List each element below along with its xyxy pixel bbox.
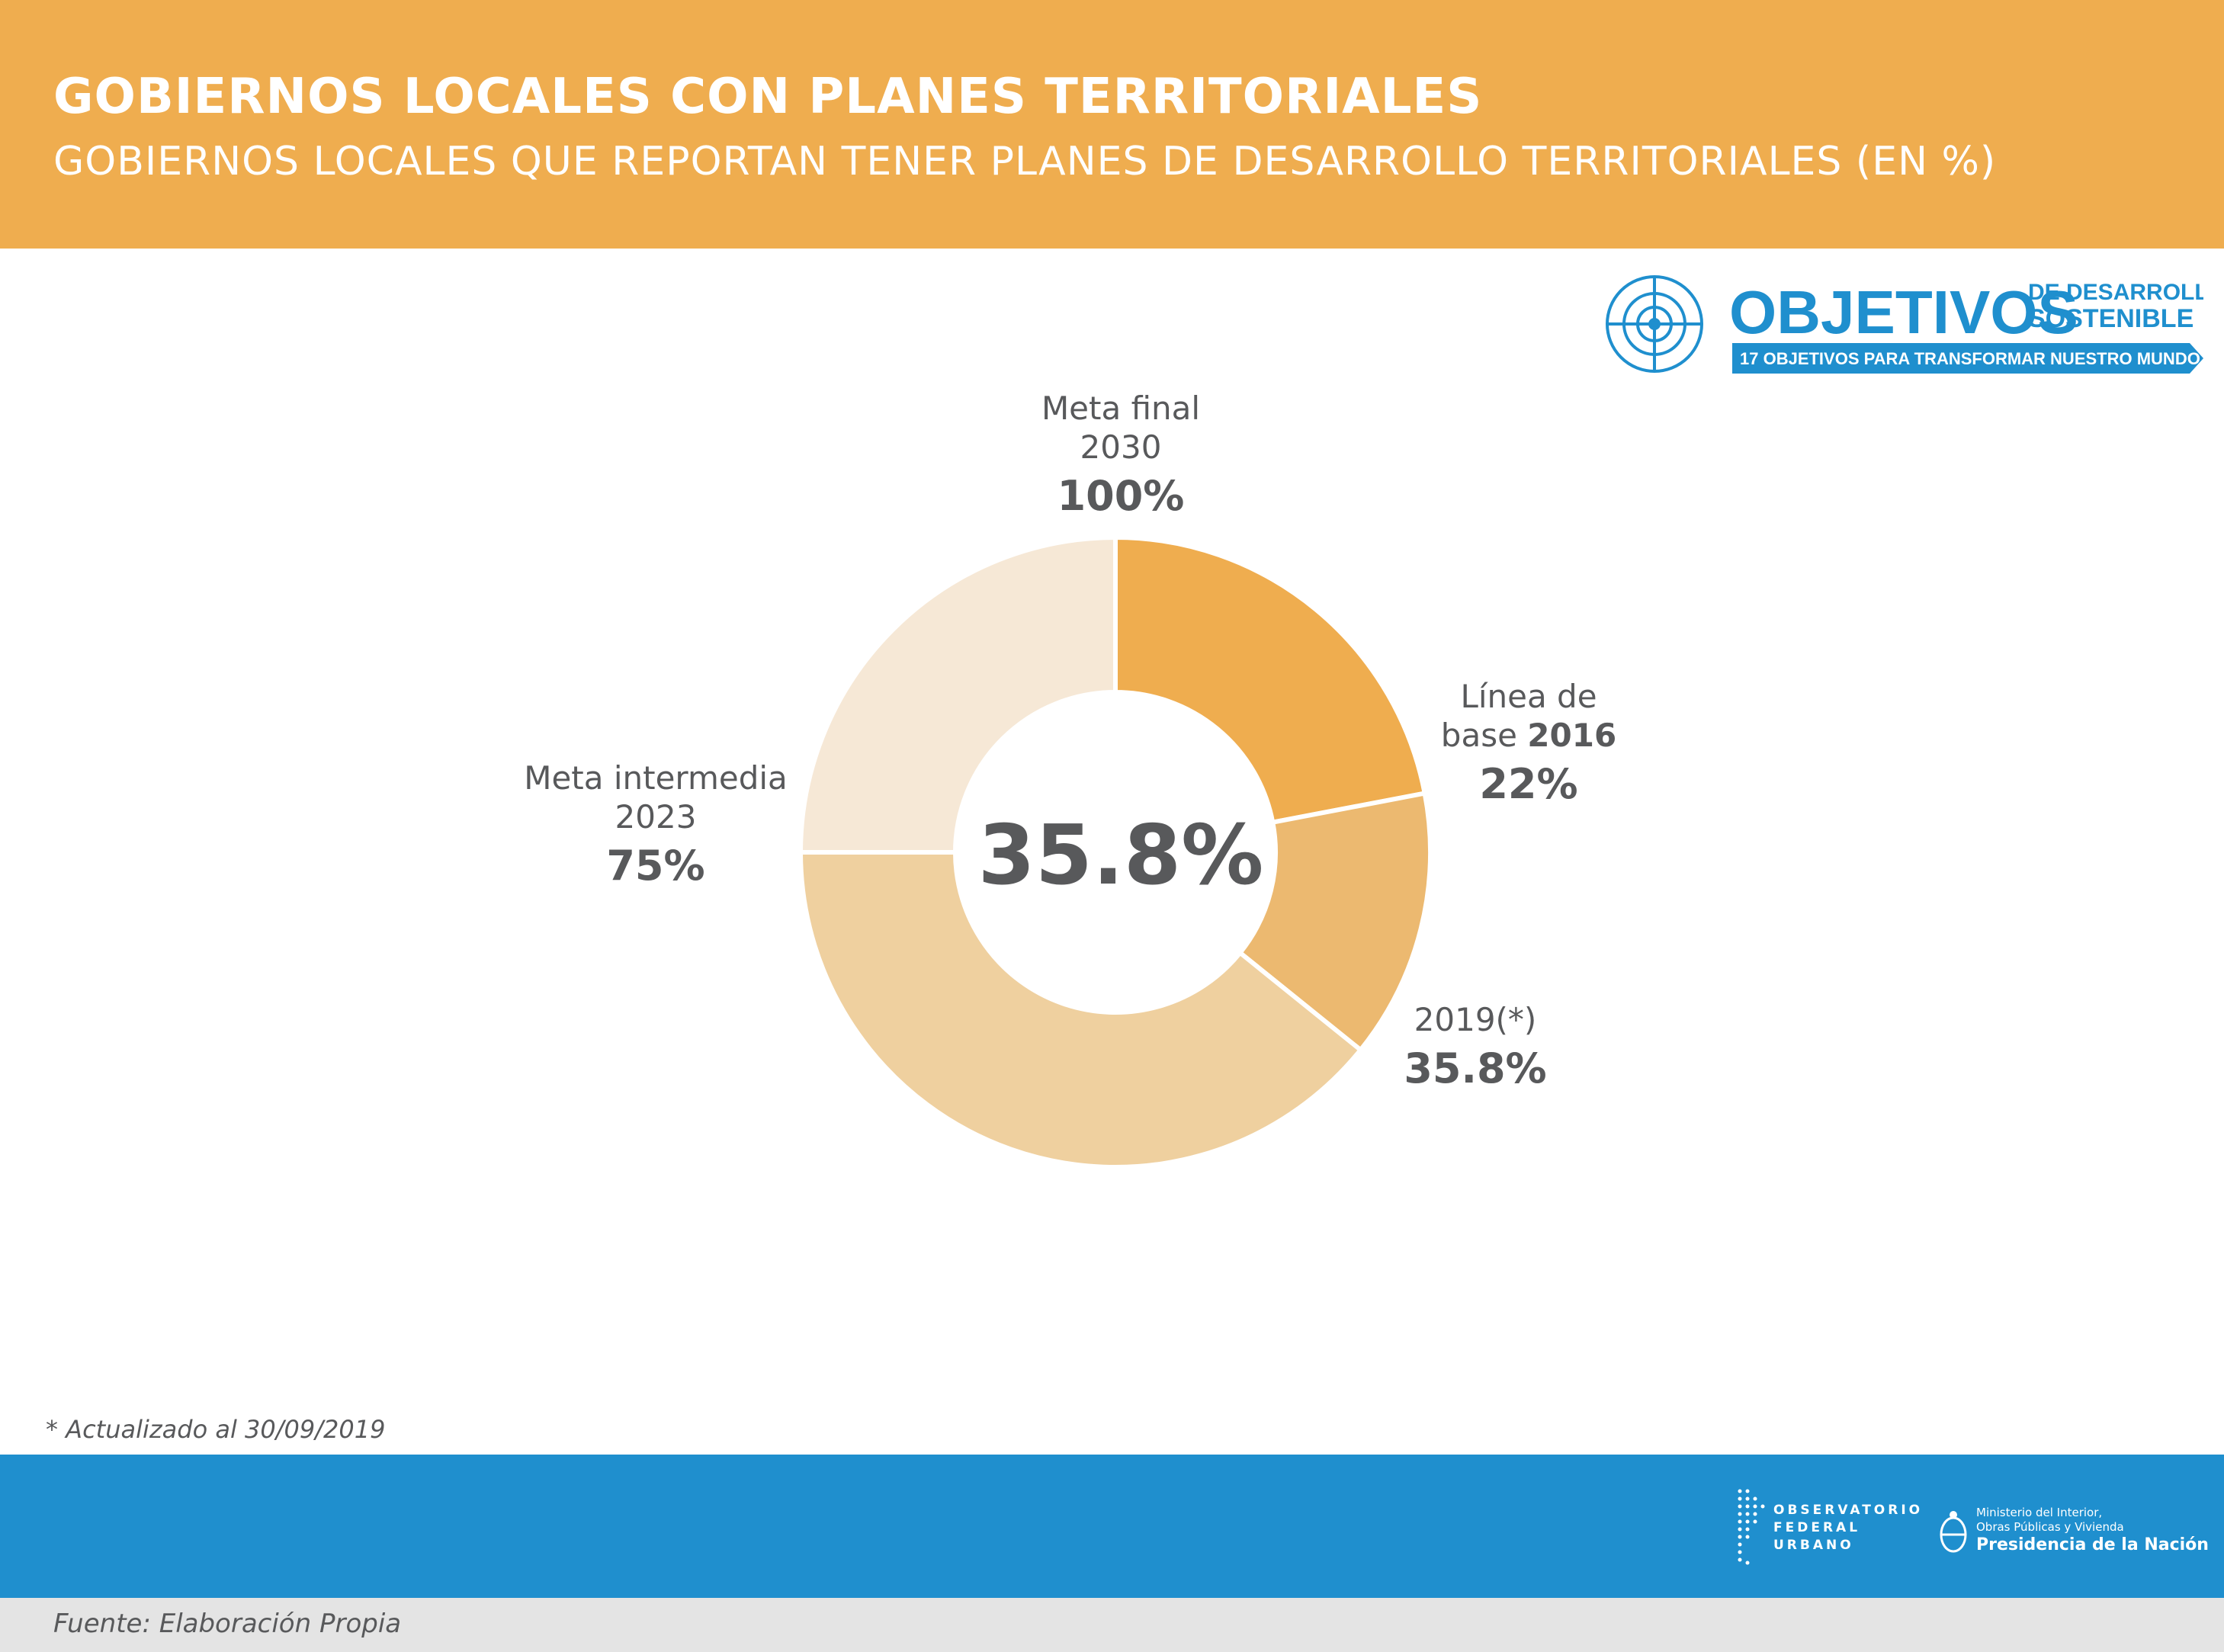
label-linea-base: Línea de base 2016 22%: [1426, 677, 1632, 810]
donut-segment-1: [1237, 791, 1433, 1054]
label-meta-final-year: 2030: [1080, 428, 1162, 467]
footnote: * Actualizado al 30/09/2019: [46, 1415, 386, 1444]
sdg-line1: DE DESARROLLO: [2028, 280, 2203, 305]
ministry-line-2: Obras Públicas y Vivienda: [1976, 1519, 2124, 1534]
ministry-text: Ministerio del Interior, Obras Públicas …: [1976, 1506, 2209, 1555]
page-title: GOBIERNOS LOCALES CON PLANES TERRITORIAL…: [53, 69, 1483, 125]
donut-segment-2: [797, 850, 1364, 1169]
label-meta-final-title: Meta final: [1041, 390, 1201, 427]
header-banner: GOBIERNOS LOCALES CON PLANES TERRITORIAL…: [0, 0, 2224, 249]
sdg-logo: OBJETIVOS DE DESARROLLO SOSTENIBLE 17 OB…: [1606, 275, 2203, 374]
label-meta-intermedia-title: Meta intermedia: [524, 759, 788, 797]
label-meta-intermedia-year: 2023: [615, 798, 697, 836]
label-meta-intermedia: Meta intermedia 2023 75%: [503, 759, 808, 891]
label-meta-final: Meta final 2030 100%: [968, 389, 1273, 521]
donut-segment-4: [797, 534, 1118, 855]
presidency-label: Presidencia de la Nación: [1976, 1535, 2209, 1554]
ofu-text: OBSERVATORIO FEDERAL URBANO: [1773, 1502, 1923, 1554]
label-2019-title: 2019(*): [1414, 1001, 1537, 1038]
sdg-tagline: 17 OBJETIVOS PARA TRANSFORMAR NUESTRO MU…: [1740, 349, 2200, 368]
label-meta-final-value: 100%: [1057, 472, 1185, 521]
source-note: Fuente: Elaboración Propia: [53, 1609, 402, 1639]
label-2019-value: 35.8%: [1404, 1044, 1547, 1093]
label-2019: 2019(*) 35.8%: [1380, 1000, 1571, 1094]
ofu-line-1: OBSERVATORIO: [1773, 1503, 1924, 1518]
label-linea-base-prefix: base: [1440, 717, 1528, 755]
footer-bar: [0, 1455, 2224, 1598]
donut-segment-0: [1113, 534, 1428, 826]
sdg-tagline-bar: [1732, 343, 2190, 374]
label-linea-base-value: 22%: [1479, 760, 1578, 809]
source-bar: [0, 1598, 2224, 1652]
label-linea-base-year: 2016: [1527, 717, 1617, 755]
center-value: 35.8%: [977, 808, 1264, 903]
page-subtitle: GOBIERNOS LOCALES QUE REPORTAN TENER PLA…: [53, 139, 1997, 184]
ofu-line-3: URBANO: [1773, 1537, 1854, 1553]
label-meta-intermedia-value: 75%: [606, 842, 705, 890]
ofu-line-2: FEDERAL: [1773, 1519, 1861, 1535]
label-linea-base-title: Línea de: [1460, 678, 1597, 715]
sdg-line2: SOSTENIBLE: [2028, 304, 2194, 333]
sdg-word: OBJETIVOS: [1729, 278, 2078, 346]
national-shield-icon: [1940, 1511, 1967, 1553]
ofu-logo-icon: [1738, 1489, 1765, 1565]
un-emblem-icon: [1606, 275, 1703, 373]
ministry-line-1: Ministerio del Interior,: [1976, 1506, 2103, 1519]
